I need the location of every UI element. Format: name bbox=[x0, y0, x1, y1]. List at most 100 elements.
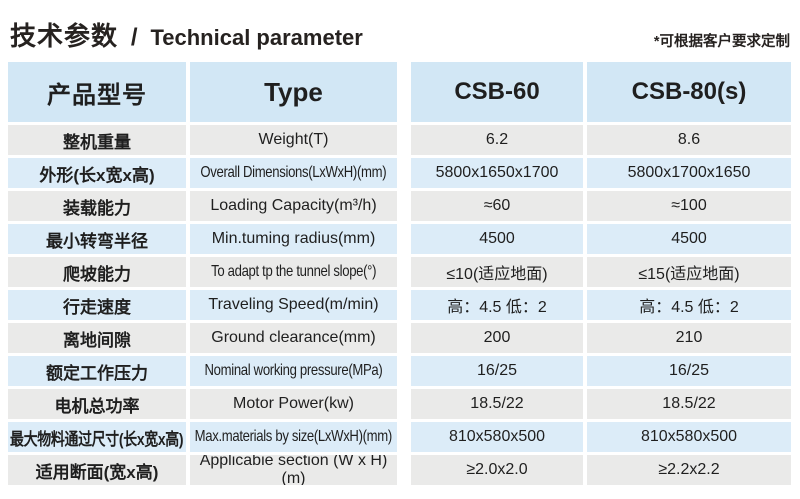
row-label-en-text: Nominal working pressure(MPa) bbox=[204, 362, 383, 379]
column-gap bbox=[401, 323, 407, 353]
row-label-cn-text: 最大物料通过尺寸(长x宽x高) bbox=[10, 429, 184, 449]
row-label-en-text: Overall Dimensions(LxWxH)(mm) bbox=[200, 164, 387, 181]
row-label-en-text: Traveling Speed(m/min) bbox=[208, 296, 379, 313]
row-label-cn: 离地间隙 bbox=[8, 323, 186, 353]
column-gap bbox=[401, 224, 407, 254]
value-csb60-text: 6.2 bbox=[485, 131, 509, 148]
column-gap bbox=[401, 62, 407, 92]
row-label-cn: 装载能力 bbox=[8, 191, 186, 221]
header-model-csb60: CSB-60 bbox=[411, 62, 583, 122]
value-csb60-text: ≤10(适应地面) bbox=[446, 266, 548, 283]
row-label-en-text: Weight(T) bbox=[258, 131, 329, 148]
value-csb60-text: 810x580x500 bbox=[448, 428, 546, 445]
row-label-en-text: Ground clearance(mm) bbox=[211, 329, 376, 346]
row-label-cn-text: 装载能力 bbox=[63, 198, 131, 218]
value-csb80-text: 18.5/22 bbox=[662, 395, 716, 412]
value-csb60-text: ≈60 bbox=[483, 197, 511, 214]
value-csb80: 高：4.5 低：2 bbox=[587, 290, 791, 320]
value-csb80: ≈100 bbox=[587, 191, 791, 221]
row-label-en: Traveling Speed(m/min) bbox=[190, 290, 397, 320]
row-label-cn-text: 适用断面(宽x高) bbox=[35, 462, 159, 482]
row-label-en-text: Loading Capacity(m³/h) bbox=[210, 197, 377, 214]
row-label-en: Ground clearance(mm) bbox=[190, 323, 397, 353]
value-csb60-text: ≥2.0x2.0 bbox=[466, 461, 528, 478]
row-label-en: Min.tuming radius(mm) bbox=[190, 224, 397, 254]
row-label-en-text: Motor Power(kw) bbox=[233, 395, 354, 412]
column-gap bbox=[401, 125, 407, 155]
row-label-en: Max.materials by size(LxWxH)(mm) bbox=[190, 422, 397, 452]
spec-table: 产品型号 Type CSB-60 CSB-80(s) 整机重量 Weight(T)… bbox=[8, 62, 791, 485]
value-csb60-text: 高：4.5 低：2 bbox=[447, 299, 547, 316]
value-csb80: 16/25 bbox=[587, 356, 791, 386]
column-gap bbox=[401, 191, 407, 221]
column-gap bbox=[401, 389, 407, 419]
value-csb80-text: ≥2.2x2.2 bbox=[658, 461, 720, 478]
title-bar: 技术参数 / Technical parameter *可根据客户要求定制 bbox=[0, 0, 800, 52]
row-label-en: Overall Dimensions(LxWxH)(mm) bbox=[190, 158, 397, 188]
row-label-en-text: Min.tuming radius(mm) bbox=[211, 230, 376, 247]
page-title-en: Technical parameter bbox=[150, 24, 363, 50]
row-label-cn-text: 整机重量 bbox=[63, 132, 131, 152]
row-label-cn: 爬坡能力 bbox=[8, 257, 186, 287]
page-title-divider: / bbox=[130, 23, 138, 51]
row-label-cn-text: 爬坡能力 bbox=[63, 264, 131, 284]
row-label-en: Nominal working pressure(MPa) bbox=[190, 356, 397, 386]
value-csb80: 8.6 bbox=[587, 125, 791, 155]
value-csb80: ≤15(适应地面) bbox=[587, 257, 791, 287]
row-label-en: Motor Power(kw) bbox=[190, 389, 397, 419]
value-csb60-text: 5800x1650x1700 bbox=[435, 164, 559, 181]
value-csb60: ≥2.0x2.0 bbox=[411, 455, 583, 485]
row-label-cn: 电机总功率 bbox=[8, 389, 186, 419]
row-label-cn-text: 外形(长x宽x高) bbox=[39, 165, 155, 185]
value-csb80: 4500 bbox=[587, 224, 791, 254]
value-csb60: 5800x1650x1700 bbox=[411, 158, 583, 188]
row-label-en: Loading Capacity(m³/h) bbox=[190, 191, 397, 221]
value-csb60-text: 200 bbox=[483, 329, 511, 346]
value-csb60: ≤10(适应地面) bbox=[411, 257, 583, 287]
header-product-model: 产品型号 bbox=[8, 62, 186, 122]
value-csb80-text: 高：4.5 低：2 bbox=[639, 299, 739, 316]
value-csb60: ≈60 bbox=[411, 191, 583, 221]
value-csb60: 18.5/22 bbox=[411, 389, 583, 419]
value-csb60-text: 4500 bbox=[479, 230, 515, 247]
value-csb80-text: 16/25 bbox=[668, 362, 710, 379]
row-label-en-text: Max.materials by size(LxWxH)(mm) bbox=[194, 428, 393, 445]
value-csb80-text: 8.6 bbox=[677, 131, 701, 148]
value-csb80-text: 210 bbox=[675, 329, 703, 346]
row-label-en-text: To adapt tp the tunnel slope(°) bbox=[210, 263, 377, 280]
row-label-cn: 外形(长x宽x高) bbox=[8, 158, 186, 188]
value-csb60: 高：4.5 低：2 bbox=[411, 290, 583, 320]
column-gap bbox=[401, 158, 407, 188]
column-gap bbox=[401, 356, 407, 386]
row-label-en-text: Applicabie section (W x H)(m) bbox=[199, 455, 388, 485]
column-gap bbox=[401, 290, 407, 320]
column-gap bbox=[401, 422, 407, 452]
row-label-cn: 最小转弯半径 bbox=[8, 224, 186, 254]
column-gap bbox=[401, 455, 407, 485]
value-csb80-text: ≤15(适应地面) bbox=[638, 266, 740, 283]
row-label-en: Weight(T) bbox=[190, 125, 397, 155]
row-label-cn: 行走速度 bbox=[8, 290, 186, 320]
value-csb80: 210 bbox=[587, 323, 791, 353]
value-csb60: 16/25 bbox=[411, 356, 583, 386]
value-csb80-text: 4500 bbox=[671, 230, 707, 247]
row-label-cn-text: 额定工作压力 bbox=[46, 363, 148, 383]
value-csb60-text: 18.5/22 bbox=[470, 395, 524, 412]
value-csb80: 18.5/22 bbox=[587, 389, 791, 419]
value-csb80-text: ≈100 bbox=[671, 197, 707, 214]
row-label-cn: 最大物料通过尺寸(长x宽x高) bbox=[8, 422, 186, 452]
row-label-cn-text: 离地间隙 bbox=[63, 330, 131, 350]
page-title-cn: 技术参数 bbox=[10, 20, 119, 51]
customization-note: *可根据客户要求定制 bbox=[653, 34, 790, 50]
row-label-cn-text: 行走速度 bbox=[63, 297, 131, 317]
value-csb60: 810x580x500 bbox=[411, 422, 583, 452]
page-title: 技术参数 / Technical parameter bbox=[10, 17, 363, 52]
row-label-cn: 整机重量 bbox=[8, 125, 186, 155]
row-label-en: Applicabie section (W x H)(m) bbox=[190, 455, 397, 485]
column-gap bbox=[401, 257, 407, 287]
value-csb60-text: 16/25 bbox=[476, 362, 518, 379]
value-csb60: 200 bbox=[411, 323, 583, 353]
row-label-cn: 适用断面(宽x高) bbox=[8, 455, 186, 485]
row-label-cn-text: 最小转弯半径 bbox=[46, 231, 148, 251]
value-csb80: 810x580x500 bbox=[587, 422, 791, 452]
